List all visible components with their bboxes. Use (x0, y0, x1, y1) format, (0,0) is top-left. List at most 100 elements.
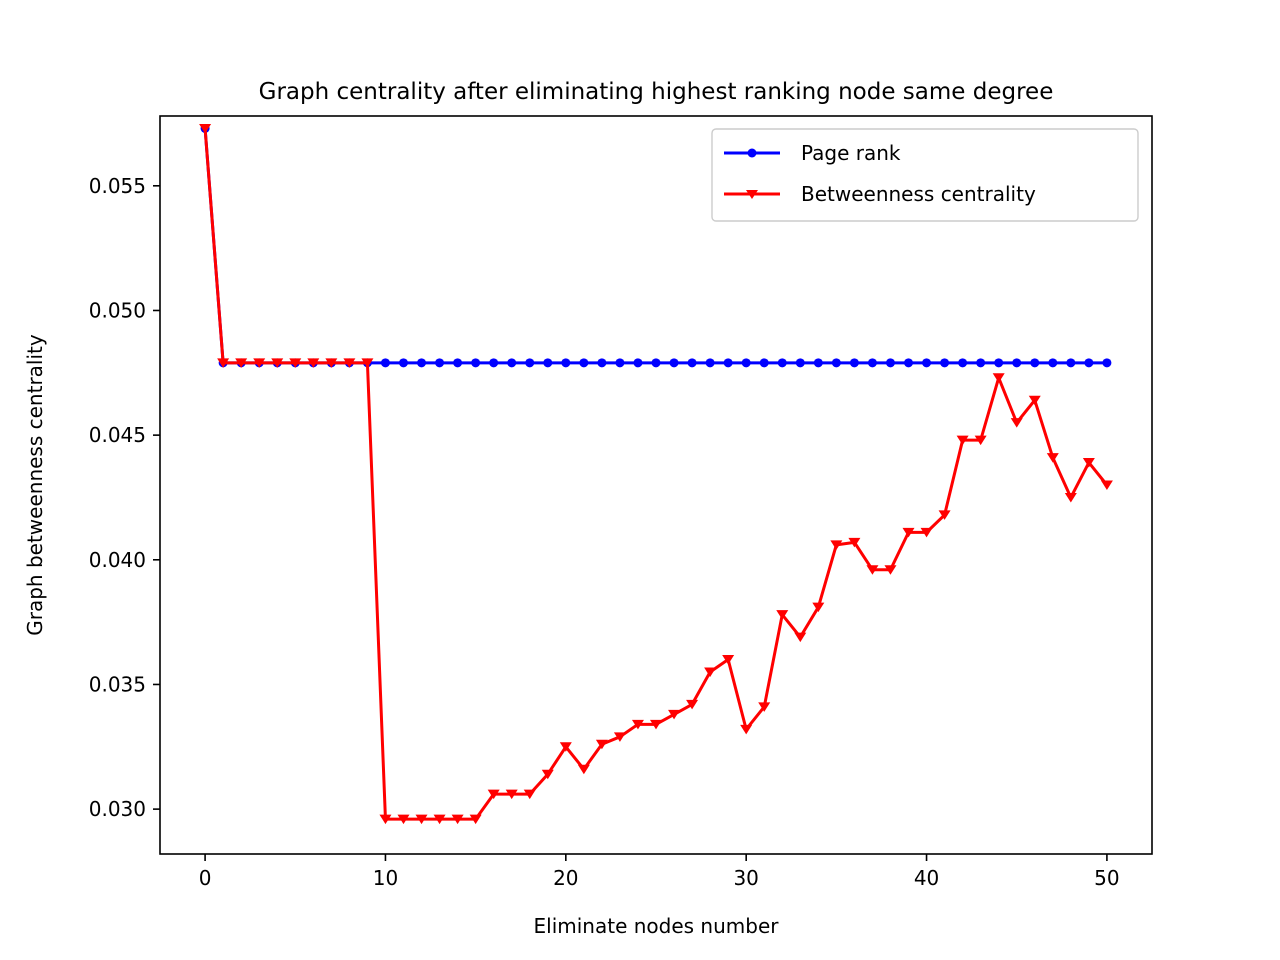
data-point-page-rank (813, 358, 823, 368)
data-point-page-rank (994, 358, 1004, 368)
x-axis-label: Eliminate nodes number (534, 914, 780, 938)
y-axis-label: Graph betweenness centrality (23, 334, 47, 636)
data-point-betweenness-centrality (1028, 395, 1041, 406)
data-point-betweenness-centrality (397, 814, 410, 825)
data-point-betweenness-centrality (451, 814, 464, 825)
y-tick-label: 0.040 (89, 548, 146, 572)
data-point-betweenness-centrality (722, 655, 735, 665)
legend-label-betweenness: Betweenness centrality (801, 182, 1036, 206)
data-point-betweenness-centrality (577, 764, 590, 775)
data-point-betweenness-centrality (902, 527, 915, 538)
data-point-page-rank (561, 358, 571, 368)
data-point-betweenness-centrality (1082, 458, 1095, 468)
x-tick-label: 30 (733, 866, 758, 890)
x-tick-label: 40 (914, 866, 939, 890)
data-point-betweenness-centrality (1064, 492, 1077, 503)
data-point-betweenness-centrality (523, 789, 536, 800)
data-point-page-rank (615, 358, 625, 368)
data-point-page-rank (579, 358, 589, 368)
data-point-page-rank (507, 358, 517, 368)
data-point-betweenness-centrality (1010, 418, 1023, 428)
data-point-page-rank (723, 358, 733, 368)
data-point-betweenness-centrality (361, 358, 374, 368)
data-point-betweenness-centrality (704, 667, 717, 677)
data-point-betweenness-centrality (1100, 480, 1113, 490)
x-axis: 0 10 20 30 40 50 (199, 854, 1120, 890)
x-tick-label: 10 (373, 866, 398, 890)
data-point-page-rank (633, 358, 643, 368)
data-point-page-rank (904, 358, 914, 368)
data-point-page-rank (525, 358, 535, 368)
data-point-page-rank (489, 358, 499, 368)
data-point-page-rank (669, 358, 679, 368)
data-point-betweenness-centrality (469, 814, 482, 825)
y-tick-label: 0.055 (89, 174, 146, 198)
data-point-page-rank (543, 358, 553, 368)
data-point-betweenness-centrality (956, 435, 969, 446)
data-point-page-rank (1012, 358, 1022, 368)
data-point-page-rank (741, 358, 751, 368)
data-point-betweenness-centrality (758, 702, 771, 712)
data-point-page-rank (958, 358, 968, 368)
data-point-page-rank (705, 358, 715, 368)
y-tick-label: 0.030 (89, 797, 146, 821)
legend-marker-page-rank (747, 148, 757, 158)
data-point-betweenness-centrality (415, 814, 428, 825)
data-point-page-rank (398, 358, 408, 368)
data-point-page-rank (380, 358, 390, 368)
data-point-page-rank (1084, 358, 1094, 368)
x-tick-label: 50 (1094, 866, 1119, 890)
data-point-page-rank (922, 358, 932, 368)
series-layer (199, 123, 1113, 825)
y-axis: 0.030 0.035 0.040 0.045 0.050 0.055 (89, 174, 160, 821)
data-point-page-rank (759, 358, 769, 368)
data-point-betweenness-centrality (289, 358, 302, 368)
data-point-betweenness-centrality (379, 814, 392, 825)
data-point-betweenness-centrality (866, 565, 879, 575)
data-point-betweenness-centrality (235, 358, 248, 368)
data-point-betweenness-centrality (217, 358, 230, 368)
data-point-betweenness-centrality (559, 742, 572, 752)
data-point-betweenness-centrality (433, 814, 446, 825)
x-tick-label: 0 (199, 866, 212, 890)
legend: Page rank Betweenness centrality (711, 128, 1139, 222)
data-point-page-rank (1048, 358, 1058, 368)
data-point-betweenness-centrality (884, 565, 897, 575)
data-point-betweenness-centrality (776, 610, 789, 620)
data-point-page-rank (687, 358, 697, 368)
data-point-betweenness-centrality (253, 358, 266, 368)
y-tick-label: 0.035 (89, 672, 146, 696)
data-point-page-rank (597, 358, 607, 368)
data-point-page-rank (777, 358, 787, 368)
data-point-page-rank (849, 358, 859, 368)
data-point-page-rank (976, 358, 986, 368)
data-point-page-rank (1030, 358, 1040, 368)
data-point-betweenness-centrality (668, 709, 681, 720)
data-point-betweenness-centrality (686, 699, 699, 710)
data-point-betweenness-centrality (541, 769, 554, 780)
data-point-betweenness-centrality (325, 358, 338, 368)
data-point-page-rank (885, 358, 895, 368)
data-point-page-rank (471, 358, 481, 368)
data-point-betweenness-centrality (830, 540, 843, 550)
data-point-betweenness-centrality (650, 719, 662, 730)
data-point-betweenness-centrality (613, 732, 626, 742)
data-point-page-rank (417, 358, 427, 368)
data-point-page-rank (1102, 358, 1112, 368)
data-point-page-rank (651, 358, 661, 368)
data-point-betweenness-centrality (812, 602, 825, 613)
data-point-betweenness-centrality (595, 739, 608, 750)
data-point-betweenness-centrality (974, 435, 987, 446)
data-point-betweenness-centrality (487, 789, 500, 800)
y-tick-label: 0.050 (89, 298, 146, 322)
data-point-page-rank (453, 358, 463, 368)
series-betweenness-centrality (199, 123, 1113, 825)
data-point-page-rank (1066, 358, 1076, 368)
data-point-betweenness-centrality (1046, 453, 1059, 463)
data-point-page-rank (867, 358, 877, 368)
data-point-betweenness-centrality (938, 510, 951, 520)
data-point-betweenness-centrality (992, 373, 1005, 383)
data-point-betweenness-centrality (631, 719, 644, 730)
data-point-betweenness-centrality (307, 358, 320, 368)
